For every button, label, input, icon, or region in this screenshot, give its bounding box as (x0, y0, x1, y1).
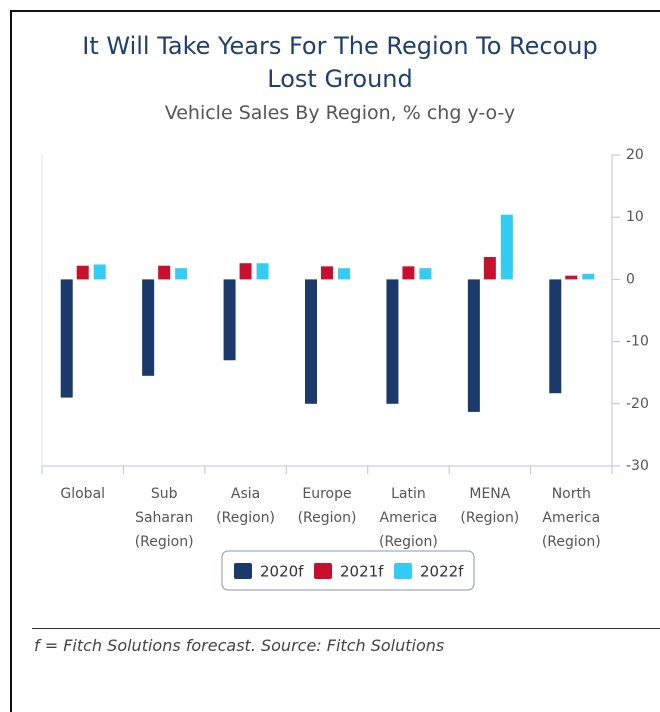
legend-swatch (314, 563, 332, 579)
bar (321, 266, 333, 280)
y-tick-label: 0 (626, 271, 635, 287)
bar (467, 279, 480, 412)
page: {"chart_data": {"type": "bar", "title": … (10, 10, 660, 712)
bar (565, 275, 578, 280)
x-tick-label: MENA (469, 486, 510, 502)
bar (386, 279, 399, 404)
y-tick-label: -30 (626, 458, 649, 474)
chart-subtitle: Vehicle Sales By Region, % chg y-o-y (164, 102, 516, 124)
bar (76, 265, 89, 280)
x-tick-label: North (552, 486, 591, 502)
bar (402, 266, 415, 280)
legend-swatch (234, 563, 252, 579)
x-tick-label: (Region) (542, 534, 601, 550)
bar (60, 279, 73, 398)
y-tick-label: -20 (626, 396, 649, 412)
bar (305, 279, 317, 404)
bar (158, 265, 171, 280)
x-tick-label: (Region) (216, 510, 275, 526)
legend-swatch (394, 563, 412, 579)
x-tick-label: (Region) (460, 510, 519, 526)
bar (239, 263, 252, 280)
bar (338, 268, 350, 280)
legend-box (221, 550, 475, 591)
bar (500, 214, 513, 280)
x-tick-label: Global (60, 486, 105, 502)
y-tick-label: 20 (626, 147, 644, 163)
bar (175, 268, 188, 280)
y-tick-label: -10 (626, 334, 649, 350)
legend-label: 2022f (420, 563, 464, 581)
x-tick-label: America (542, 510, 600, 526)
bar (483, 257, 496, 280)
footnote: f = Fitch Solutions forecast. Source: Fi… (34, 636, 445, 655)
x-tick-label: (Region) (135, 534, 194, 550)
chart: 20 10 0 -10 -20 -30 Global Sub Saharan (Region) As… (41, 147, 649, 591)
bar (256, 263, 269, 280)
y-tick-label: 10 (626, 209, 644, 225)
x-tick-label: America (380, 510, 438, 526)
footer-rule (32, 628, 660, 629)
bar (549, 279, 562, 394)
bar (223, 279, 236, 361)
bar (582, 273, 595, 280)
x-tick-label: Europe (302, 486, 351, 502)
chart-title: It Will Take Years For The Region To Rec… (82, 32, 598, 93)
x-tick-label: (Region) (379, 534, 438, 550)
bar (93, 264, 106, 280)
x-tick-label: Asia (231, 486, 260, 502)
legend-label: 2020f (260, 563, 304, 581)
bar (142, 279, 155, 376)
frame (10, 10, 660, 712)
bar (419, 268, 432, 280)
x-tick-label: (Region) (298, 510, 357, 526)
legend-label: 2021f (340, 563, 384, 581)
x-tick-label: Sub (151, 486, 178, 502)
x-tick-label: Latin (391, 486, 426, 502)
x-tick-label: Saharan (135, 510, 193, 526)
